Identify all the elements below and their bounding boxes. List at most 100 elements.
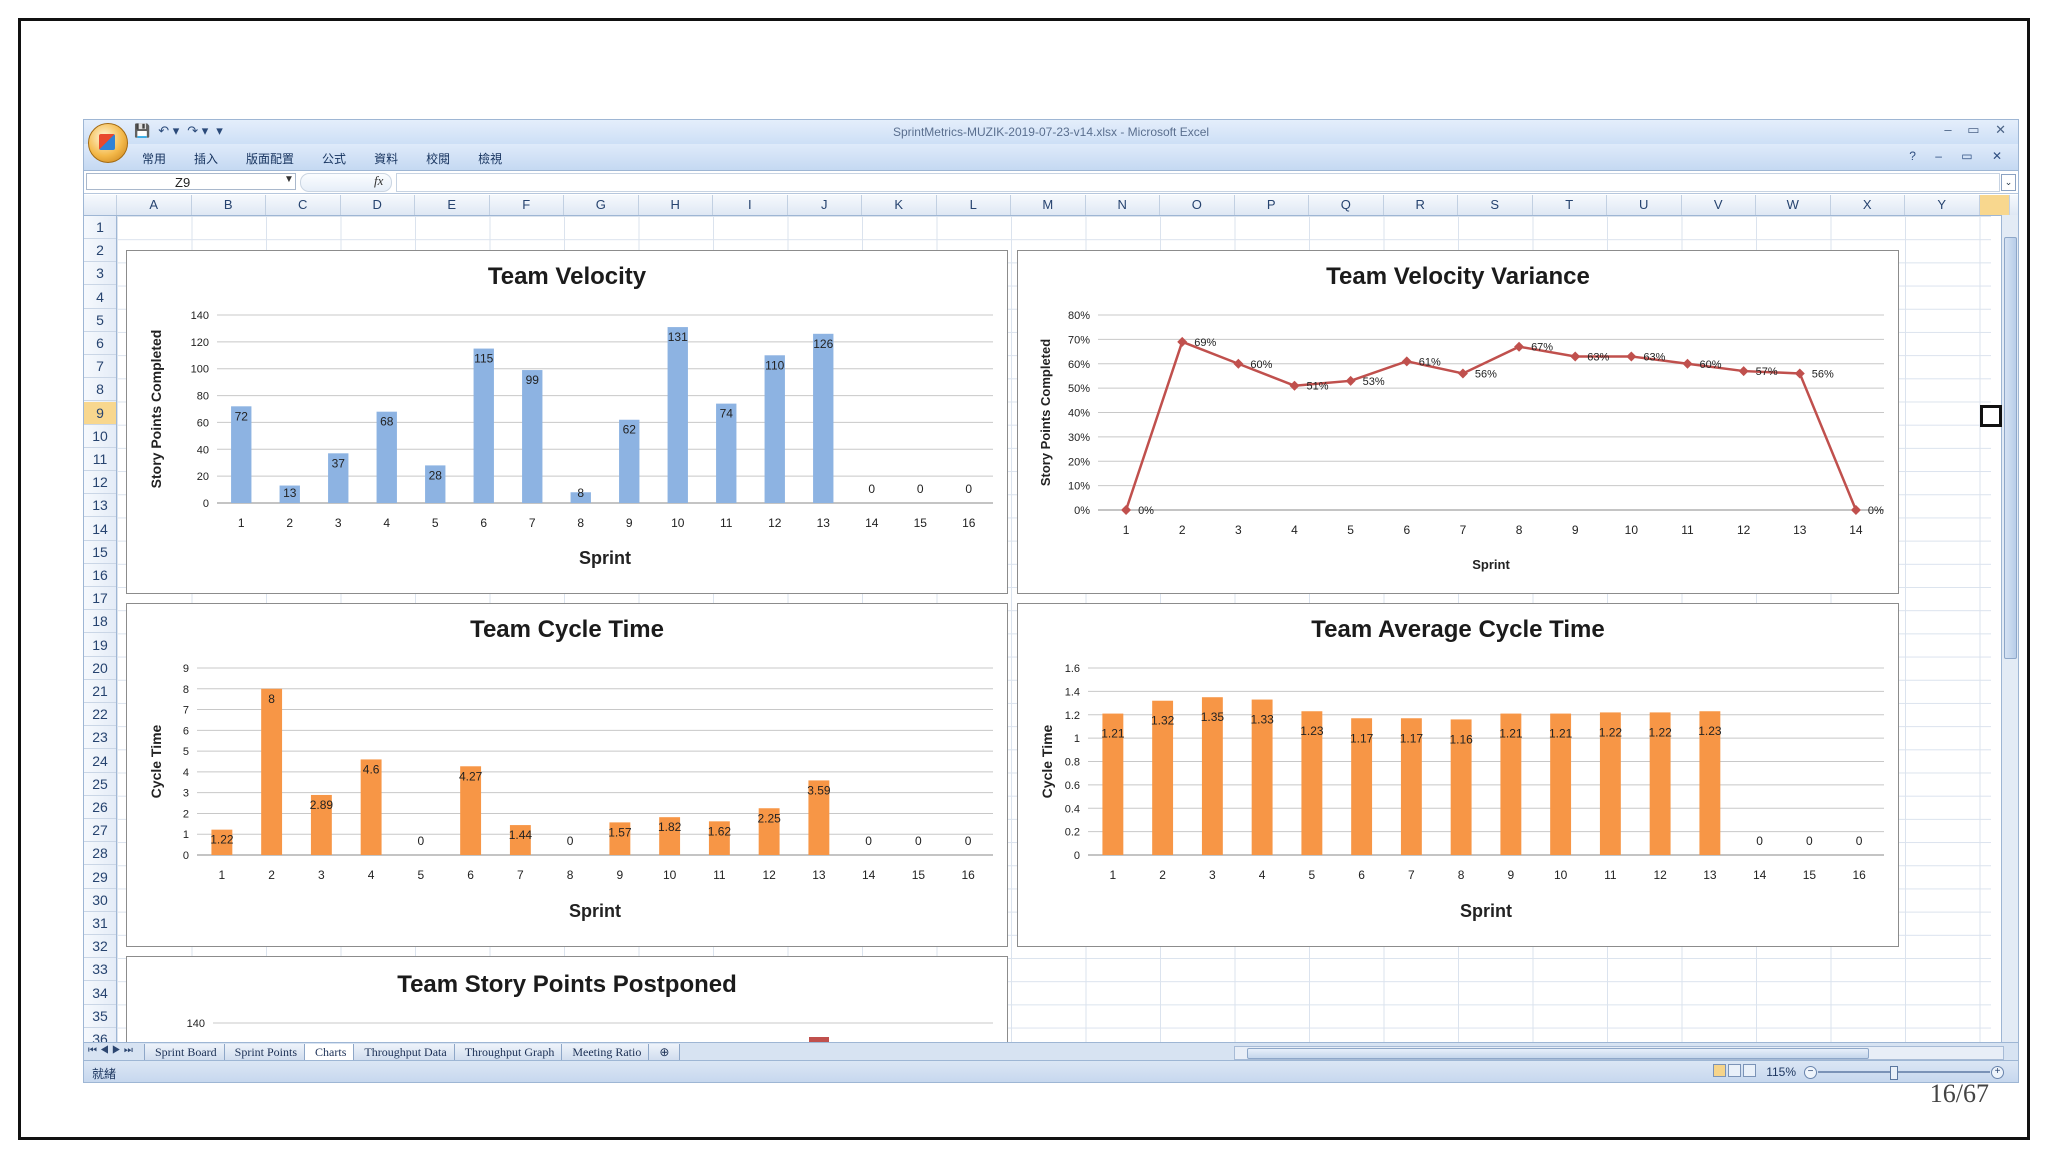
ribbon-tab-1[interactable]: 常用	[142, 152, 167, 166]
column-header-R[interactable]: R	[1384, 195, 1458, 215]
column-header-O[interactable]: O	[1160, 195, 1235, 215]
chart-team-cycle-time[interactable]: Team Cycle Time 0 1 2 3 4 5 6 7 8 9 1 2 3 4 5 6 7 8 9 10 11 1…	[126, 603, 1008, 947]
page-layout-view-icon[interactable]	[1728, 1064, 1741, 1077]
vertical-scrollbar[interactable]	[2001, 215, 2018, 1045]
ribbon-tab-5[interactable]: 資料	[374, 152, 399, 166]
row-header-23[interactable]: 23	[84, 726, 116, 750]
row-header-21[interactable]: 21	[84, 680, 116, 703]
row-header-5[interactable]: 5	[84, 309, 116, 332]
row-header-27[interactable]: 27	[84, 819, 116, 843]
active-cell[interactable]	[1980, 405, 2002, 427]
chart-team-story-points-postponed[interactable]: Team Story Points Postponed 140	[126, 956, 1008, 1057]
column-header-L[interactable]: L	[937, 195, 1011, 215]
row-header-12[interactable]: 12	[84, 471, 116, 495]
column-header-B[interactable]: B	[192, 195, 266, 215]
row-header-25[interactable]: 25	[84, 773, 116, 796]
chevron-down-icon[interactable]: ▼	[284, 174, 294, 185]
ribbon-tab-2[interactable]: 插入	[194, 152, 219, 166]
office-button[interactable]	[88, 123, 128, 163]
row-header-2[interactable]: 2	[84, 239, 116, 263]
row-header-35[interactable]: 35	[84, 1005, 116, 1028]
ribbon-tab-3[interactable]: 版面配置	[246, 152, 295, 166]
name-box[interactable]: Z9	[86, 173, 296, 190]
column-header-Q[interactable]: Q	[1309, 195, 1384, 215]
column-header-M[interactable]: M	[1011, 195, 1086, 215]
row-header-34[interactable]: 34	[84, 982, 116, 1005]
row-header-13[interactable]: 13	[84, 494, 116, 518]
zoom-level[interactable]: 115%	[1766, 1065, 1796, 1079]
sheet-nav-icons[interactable]: ⏮◀▶⏭	[88, 1045, 136, 1056]
row-header-17[interactable]: 17	[84, 587, 116, 611]
column-header-S[interactable]: S	[1458, 195, 1533, 215]
row-header-18[interactable]: 18	[84, 610, 116, 634]
scroll-thumb[interactable]	[1247, 1048, 1869, 1059]
column-header-X[interactable]: X	[1831, 195, 1905, 215]
row-header-28[interactable]: 28	[84, 842, 116, 866]
row-header-7[interactable]: 7	[84, 355, 116, 379]
column-header-U[interactable]: U	[1607, 195, 1682, 215]
undo-icon[interactable]: ↶ ▾	[158, 123, 180, 138]
column-header-V[interactable]: V	[1682, 195, 1756, 215]
column-header-Y[interactable]: Y	[1905, 195, 1980, 215]
column-header-J[interactable]: J	[788, 195, 862, 215]
column-header-G[interactable]: G	[564, 195, 639, 215]
column-header-E[interactable]: E	[415, 195, 490, 215]
column-header-D[interactable]: D	[341, 195, 415, 215]
row-header-9[interactable]: 9	[84, 401, 116, 425]
save-icon[interactable]: 💾	[134, 123, 151, 138]
row-header-16[interactable]: 16	[84, 564, 116, 587]
ribbon-tab-7[interactable]: 檢視	[478, 152, 503, 166]
row-header-31[interactable]: 31	[84, 912, 116, 935]
row-header-8[interactable]: 8	[84, 378, 116, 402]
page-break-view-icon[interactable]	[1743, 1064, 1756, 1077]
row-header-22[interactable]: 22	[84, 703, 116, 727]
column-header-F[interactable]: F	[490, 195, 564, 215]
window-controls[interactable]: – ▭ ✕	[1944, 122, 2012, 137]
row-header-10[interactable]: 10	[84, 425, 116, 448]
ribbon-tab-6[interactable]: 校閱	[426, 152, 451, 166]
redo-icon[interactable]: ↷ ▾	[187, 123, 209, 138]
row-header-3[interactable]: 3	[84, 262, 116, 286]
row-header-19[interactable]: 19	[84, 634, 116, 657]
customize-qat-icon[interactable]: ▾	[216, 123, 223, 138]
chart-team-velocity-variance[interactable]: Team Velocity Variance 0% 10% 20% 30% 40% 50%…	[1017, 250, 1899, 594]
zoom-slider[interactable]: − +	[1804, 1066, 2004, 1080]
select-all-corner[interactable]	[84, 195, 117, 215]
row-header-6[interactable]: 6	[84, 332, 116, 355]
chart-team-average-cycle-time[interactable]: Team Average Cycle Time 0 0.2 0.4 0.6 0.8 1 1.…	[1017, 603, 1899, 947]
zoom-in-icon[interactable]: +	[1991, 1066, 2004, 1079]
row-header-1[interactable]: 1	[84, 216, 116, 239]
zoom-knob[interactable]	[1890, 1066, 1898, 1080]
formula-input[interactable]	[396, 173, 2000, 192]
row-header-30[interactable]: 30	[84, 889, 116, 912]
column-header-N[interactable]: N	[1086, 195, 1160, 215]
expand-formula-bar-icon[interactable]: ⌄	[2001, 174, 2016, 191]
row-header-11[interactable]: 11	[84, 448, 116, 471]
row-header-29[interactable]: 29	[84, 866, 116, 889]
function-icon[interactable]: fx	[374, 173, 384, 188]
sheet-tab-4[interactable]: Throughput Data	[353, 1044, 458, 1062]
column-header-H[interactable]: H	[639, 195, 713, 215]
row-header-14[interactable]: 14	[84, 518, 116, 541]
row-header-15[interactable]: 15	[84, 541, 116, 564]
row-header-20[interactable]: 20	[84, 657, 116, 680]
chart-team-velocity[interactable]: Team Velocity 0 20 40 60 80 100 120 140 1 2 3 4 5 6 7 8…	[126, 250, 1008, 594]
row-header-26[interactable]: 26	[84, 796, 116, 819]
column-header-I[interactable]: I	[713, 195, 788, 215]
row-header-36[interactable]: 36	[84, 1028, 116, 1042]
horizontal-scrollbar[interactable]	[1234, 1046, 2004, 1060]
row-header-4[interactable]: 4	[84, 286, 116, 309]
column-header-T[interactable]: T	[1533, 195, 1607, 215]
row-header-33[interactable]: 33	[84, 958, 116, 982]
row-header-32[interactable]: 32	[84, 935, 116, 959]
row-header-24[interactable]: 24	[84, 750, 116, 773]
ribbon-tab-4[interactable]: 公式	[322, 152, 347, 166]
normal-view-icon[interactable]	[1713, 1064, 1726, 1077]
column-header-W[interactable]: W	[1756, 195, 1831, 215]
column-header-A[interactable]: A	[117, 195, 192, 215]
column-header-K[interactable]: K	[862, 195, 937, 215]
sheet-tab-3[interactable]: Charts	[304, 1044, 358, 1062]
scroll-thumb[interactable]	[2004, 237, 2017, 659]
zoom-out-icon[interactable]: −	[1804, 1066, 1817, 1079]
column-header-P[interactable]: P	[1235, 195, 1309, 215]
